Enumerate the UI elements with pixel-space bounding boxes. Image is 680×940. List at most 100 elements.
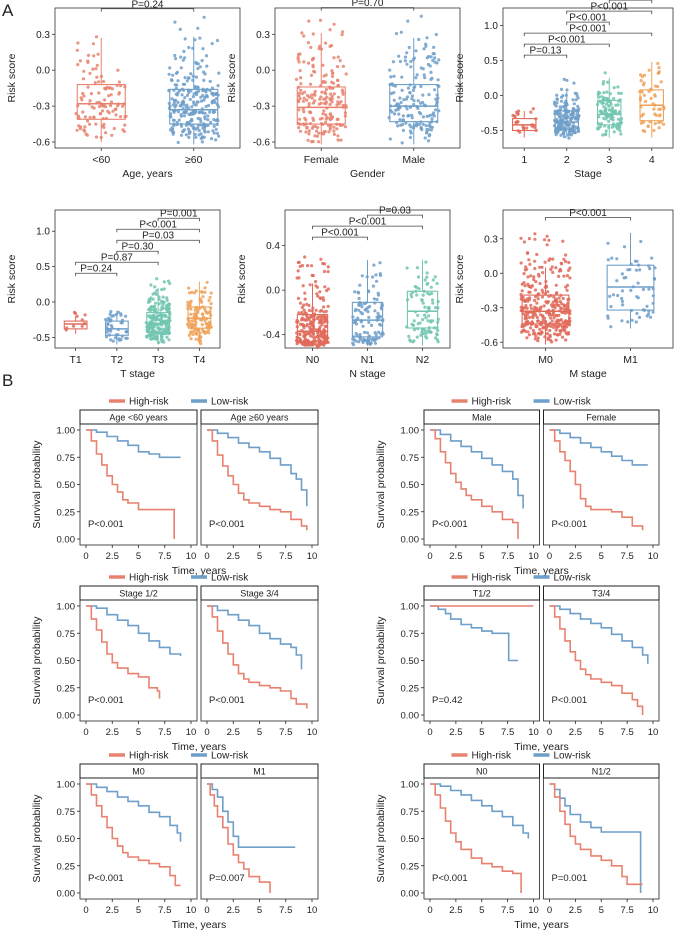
data-point <box>165 298 169 302</box>
data-point <box>162 287 166 291</box>
data-point <box>378 261 382 265</box>
data-point <box>426 319 430 323</box>
data-point <box>190 124 194 128</box>
data-point <box>418 321 422 325</box>
data-point <box>406 114 410 118</box>
data-point <box>545 243 549 247</box>
x-tick-label: T2 <box>111 354 123 366</box>
data-point <box>208 110 212 114</box>
data-point <box>160 299 164 303</box>
data-point <box>550 340 554 344</box>
data-point <box>420 298 424 302</box>
data-point <box>343 114 347 118</box>
data-point <box>634 320 638 324</box>
data-point <box>558 309 562 313</box>
data-point <box>335 103 339 107</box>
p-value-label: P=0.03 <box>379 206 411 217</box>
x-tick-label: 7.5 <box>501 905 514 916</box>
data-point <box>529 306 533 310</box>
data-point <box>305 126 309 130</box>
data-point <box>616 85 620 89</box>
km-facet-6: Stage 3/40 2.5 5 7.5 10P<0.001 <box>200 585 319 738</box>
data-point <box>123 115 127 119</box>
p-value-label: P=0.001 <box>552 873 588 884</box>
data-point <box>404 97 408 101</box>
data-point <box>538 281 542 286</box>
data-point <box>320 90 324 94</box>
data-point <box>405 51 409 55</box>
data-point <box>658 113 662 117</box>
data-point <box>563 324 567 328</box>
data-point <box>210 137 214 141</box>
data-point <box>423 305 427 309</box>
data-point <box>373 301 377 305</box>
data-point <box>561 239 565 243</box>
x-tick-label: 2.5 <box>106 551 119 562</box>
x-tick-label: 10 <box>648 551 659 562</box>
data-point <box>209 301 213 306</box>
data-point <box>429 285 433 289</box>
data-point <box>398 118 402 122</box>
data-point <box>523 329 528 333</box>
data-point <box>167 302 171 306</box>
y-tick-label: -0.6 <box>33 138 51 149</box>
data-point <box>301 99 306 103</box>
data-point <box>410 116 414 120</box>
data-point <box>321 296 325 300</box>
data-point <box>435 100 439 104</box>
data-point <box>195 315 199 319</box>
data-point <box>409 59 413 64</box>
y-tick-label: 0.75 <box>57 453 76 464</box>
data-point <box>620 296 624 301</box>
data-point <box>318 319 323 324</box>
comparison-bracket <box>566 21 610 26</box>
data-point <box>298 69 302 73</box>
p-value-label: P<0.001 <box>569 24 607 35</box>
data-point <box>178 27 182 31</box>
data-point <box>536 332 541 336</box>
data-point <box>545 332 550 336</box>
data-point <box>605 102 609 106</box>
facet-strip-label: Female <box>586 413 616 423</box>
data-point <box>429 55 433 59</box>
plot-frame <box>54 209 221 349</box>
data-point <box>308 283 312 287</box>
x-tick-label: 2.5 <box>449 727 462 738</box>
data-point <box>328 102 332 107</box>
data-point <box>205 325 209 329</box>
y-axis-label: Risk score <box>6 53 18 102</box>
data-point <box>208 323 212 327</box>
data-point <box>326 265 330 269</box>
data-point <box>298 322 303 326</box>
data-point <box>557 313 561 317</box>
data-point <box>353 290 357 294</box>
data-point <box>562 257 566 261</box>
data-point <box>109 324 113 328</box>
data-point <box>394 103 398 108</box>
km-curve-low-risk <box>207 429 308 507</box>
x-tick-label: 10 <box>528 551 539 562</box>
data-point <box>528 262 532 266</box>
data-point <box>380 302 384 306</box>
data-point <box>610 112 614 116</box>
data-point <box>89 92 93 96</box>
x-axis-label: Time, years <box>514 741 568 753</box>
data-point <box>200 312 204 316</box>
data-point <box>174 92 178 96</box>
data-point <box>526 330 530 334</box>
data-point <box>542 304 546 308</box>
data-point <box>407 334 411 338</box>
data-point <box>316 315 320 319</box>
p-value-label: P<0.001 <box>432 873 468 884</box>
data-point <box>144 321 148 325</box>
data-point <box>339 138 343 142</box>
data-point <box>427 314 431 318</box>
data-point <box>525 251 530 255</box>
data-point <box>523 268 527 272</box>
data-point <box>563 329 567 333</box>
data-point <box>375 279 379 283</box>
data-point <box>431 278 435 282</box>
data-point <box>356 316 360 320</box>
data-point <box>189 326 194 330</box>
